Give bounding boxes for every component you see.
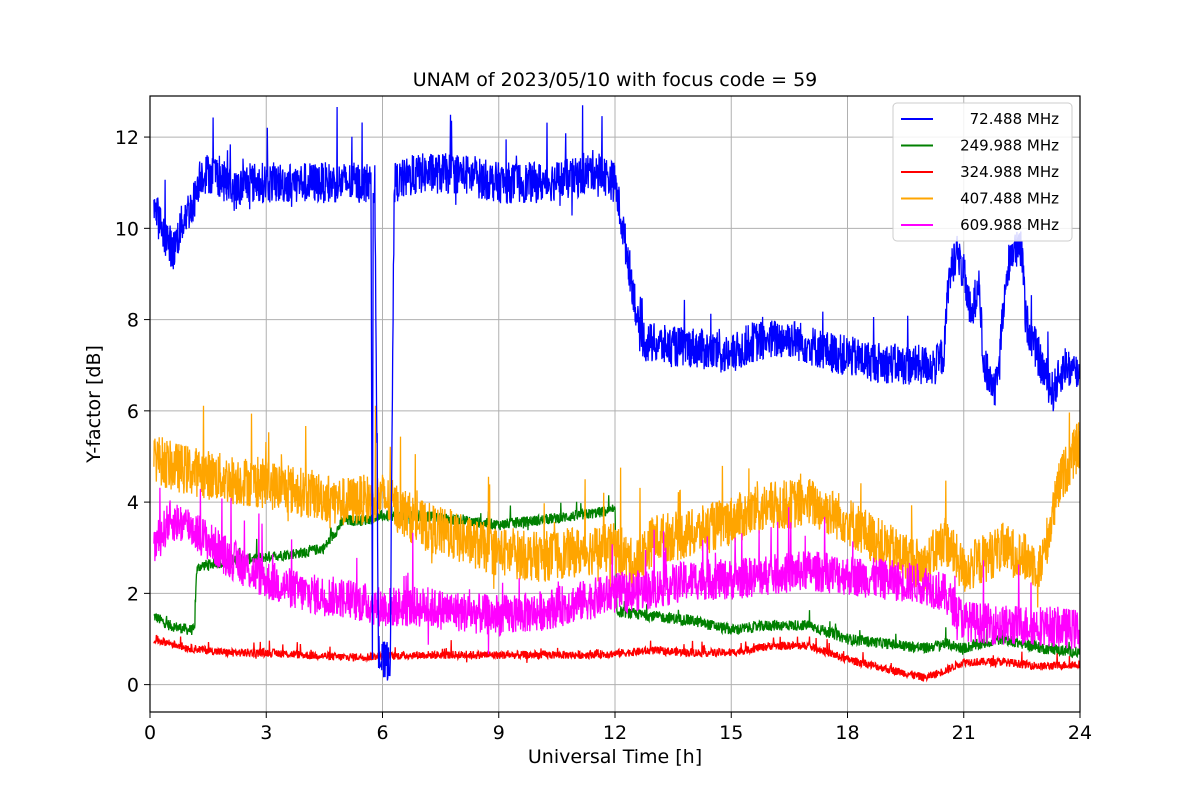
series-line [153, 105, 1080, 681]
x-tick-label: 12 [603, 722, 627, 744]
legend-label: 72.488 MHz [970, 110, 1059, 128]
x-tick-label: 9 [493, 722, 505, 744]
legend-label: 609.988 MHz [960, 216, 1059, 234]
legend: 72.488 MHz 249.988 MHz 324.988 MHz 407.488 … [892, 102, 1073, 242]
legend-box [892, 102, 1073, 242]
chart-title: UNAM of 2023/05/10 with focus code = 59 [413, 69, 818, 91]
y-tick-label: 0 [127, 675, 139, 697]
x-tick-label: 18 [835, 722, 859, 744]
legend-label: 407.488 MHz [960, 190, 1059, 208]
y-tick-label: 2 [127, 583, 139, 605]
x-tick-label: 6 [376, 722, 388, 744]
legend-label: 249.988 MHz [960, 137, 1059, 155]
series-line [153, 634, 1080, 683]
series-line [153, 487, 1080, 655]
x-tick-label: 0 [144, 722, 156, 744]
y-tick-label: 6 [127, 401, 139, 423]
y-tick-label: 10 [115, 218, 139, 240]
y-axis-label: Y-factor [dB] [83, 345, 105, 464]
legend-label: 324.988 MHz [960, 163, 1059, 181]
y-tick-label: 8 [127, 310, 139, 332]
y-tick-label: 12 [115, 127, 139, 149]
x-tick-label: 24 [1068, 722, 1092, 744]
x-tick-label: 21 [952, 722, 976, 744]
y-tick-label: 4 [127, 492, 139, 514]
x-tick-label: 15 [719, 722, 743, 744]
series-layer [153, 105, 1080, 683]
x-axis-label: Universal Time [h] [528, 746, 702, 768]
x-tick-label: 3 [260, 722, 272, 744]
